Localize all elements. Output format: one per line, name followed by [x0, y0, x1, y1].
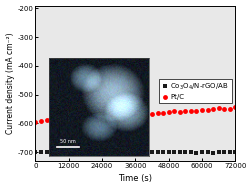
Pt/C — [84, 117, 87, 119]
Pt/C — [223, 108, 226, 110]
Co$_3$O$_4$/N-rGO/AB — [101, 151, 104, 153]
Pt/C — [95, 116, 98, 118]
Pt/C — [134, 113, 137, 115]
Pt/C — [178, 110, 181, 113]
Co$_3$O$_4$/N-rGO/AB — [106, 151, 109, 154]
Co$_3$O$_4$/N-rGO/AB — [73, 151, 76, 153]
Pt/C — [162, 112, 165, 114]
Co$_3$O$_4$/N-rGO/AB — [45, 151, 48, 153]
Co$_3$O$_4$/N-rGO/AB — [95, 151, 98, 153]
Pt/C — [62, 119, 65, 121]
Co$_3$O$_4$/N-rGO/AB — [62, 151, 65, 154]
Co$_3$O$_4$/N-rGO/AB — [56, 151, 59, 154]
Co$_3$O$_4$/N-rGO/AB — [134, 151, 137, 153]
Co$_3$O$_4$/N-rGO/AB — [150, 151, 153, 154]
Pt/C — [195, 109, 198, 112]
Co$_3$O$_4$/N-rGO/AB — [173, 151, 176, 153]
Pt/C — [67, 117, 70, 119]
Co$_3$O$_4$/N-rGO/AB — [206, 151, 209, 154]
Co$_3$O$_4$/N-rGO/AB — [211, 151, 214, 154]
Co$_3$O$_4$/N-rGO/AB — [34, 151, 37, 153]
Co$_3$O$_4$/N-rGO/AB — [117, 151, 120, 154]
Co$_3$O$_4$/N-rGO/AB — [123, 151, 126, 153]
X-axis label: Time (s): Time (s) — [118, 174, 152, 184]
Co$_3$O$_4$/N-rGO/AB — [89, 151, 92, 154]
Pt/C — [40, 119, 43, 122]
Co$_3$O$_4$/N-rGO/AB — [51, 151, 54, 153]
Co$_3$O$_4$/N-rGO/AB — [78, 151, 81, 153]
Pt/C — [112, 114, 115, 117]
Pt/C — [34, 120, 37, 123]
Pt/C — [56, 119, 59, 121]
Pt/C — [189, 109, 192, 112]
Co$_3$O$_4$/N-rGO/AB — [234, 151, 237, 153]
Co$_3$O$_4$/N-rGO/AB — [128, 151, 131, 153]
Co$_3$O$_4$/N-rGO/AB — [84, 151, 87, 153]
Pt/C — [78, 117, 81, 119]
Co$_3$O$_4$/N-rGO/AB — [139, 151, 142, 153]
Pt/C — [123, 114, 126, 116]
Co$_3$O$_4$/N-rGO/AB — [145, 151, 148, 153]
Pt/C — [184, 110, 187, 112]
Pt/C — [167, 111, 170, 114]
Co$_3$O$_4$/N-rGO/AB — [67, 151, 70, 154]
Co$_3$O$_4$/N-rGO/AB — [189, 151, 192, 153]
Pt/C — [73, 118, 76, 120]
Pt/C — [156, 112, 159, 114]
Co$_3$O$_4$/N-rGO/AB — [195, 151, 198, 154]
Pt/C — [217, 107, 220, 110]
Pt/C — [117, 114, 120, 116]
Y-axis label: Current density (mA cm⁻²): Current density (mA cm⁻²) — [6, 32, 15, 134]
Co$_3$O$_4$/N-rGO/AB — [156, 151, 159, 153]
Line: Pt/C: Pt/C — [33, 105, 238, 124]
Co$_3$O$_4$/N-rGO/AB — [178, 151, 181, 154]
Pt/C — [206, 109, 209, 111]
Co$_3$O$_4$/N-rGO/AB — [40, 151, 43, 153]
Pt/C — [228, 107, 231, 110]
Pt/C — [200, 108, 203, 111]
Co$_3$O$_4$/N-rGO/AB — [228, 151, 231, 153]
Pt/C — [234, 106, 237, 108]
Co$_3$O$_4$/N-rGO/AB — [167, 151, 170, 153]
Pt/C — [106, 115, 109, 117]
Line: Co$_3$O$_4$/N-rGO/AB: Co$_3$O$_4$/N-rGO/AB — [33, 149, 238, 155]
Pt/C — [150, 113, 153, 115]
Pt/C — [45, 119, 48, 122]
Pt/C — [101, 116, 104, 118]
Pt/C — [211, 107, 214, 110]
Pt/C — [173, 110, 176, 112]
Co$_3$O$_4$/N-rGO/AB — [223, 151, 226, 153]
Pt/C — [145, 113, 148, 115]
Pt/C — [89, 116, 92, 119]
Co$_3$O$_4$/N-rGO/AB — [217, 151, 220, 153]
Legend: Co$_3$O$_4$/N-rGO/AB, Pt/C: Co$_3$O$_4$/N-rGO/AB, Pt/C — [159, 79, 232, 103]
Pt/C — [139, 113, 142, 116]
Co$_3$O$_4$/N-rGO/AB — [112, 151, 115, 154]
Co$_3$O$_4$/N-rGO/AB — [162, 151, 165, 153]
Co$_3$O$_4$/N-rGO/AB — [184, 151, 187, 153]
Pt/C — [128, 114, 131, 116]
Pt/C — [51, 119, 54, 122]
Co$_3$O$_4$/N-rGO/AB — [200, 151, 203, 153]
